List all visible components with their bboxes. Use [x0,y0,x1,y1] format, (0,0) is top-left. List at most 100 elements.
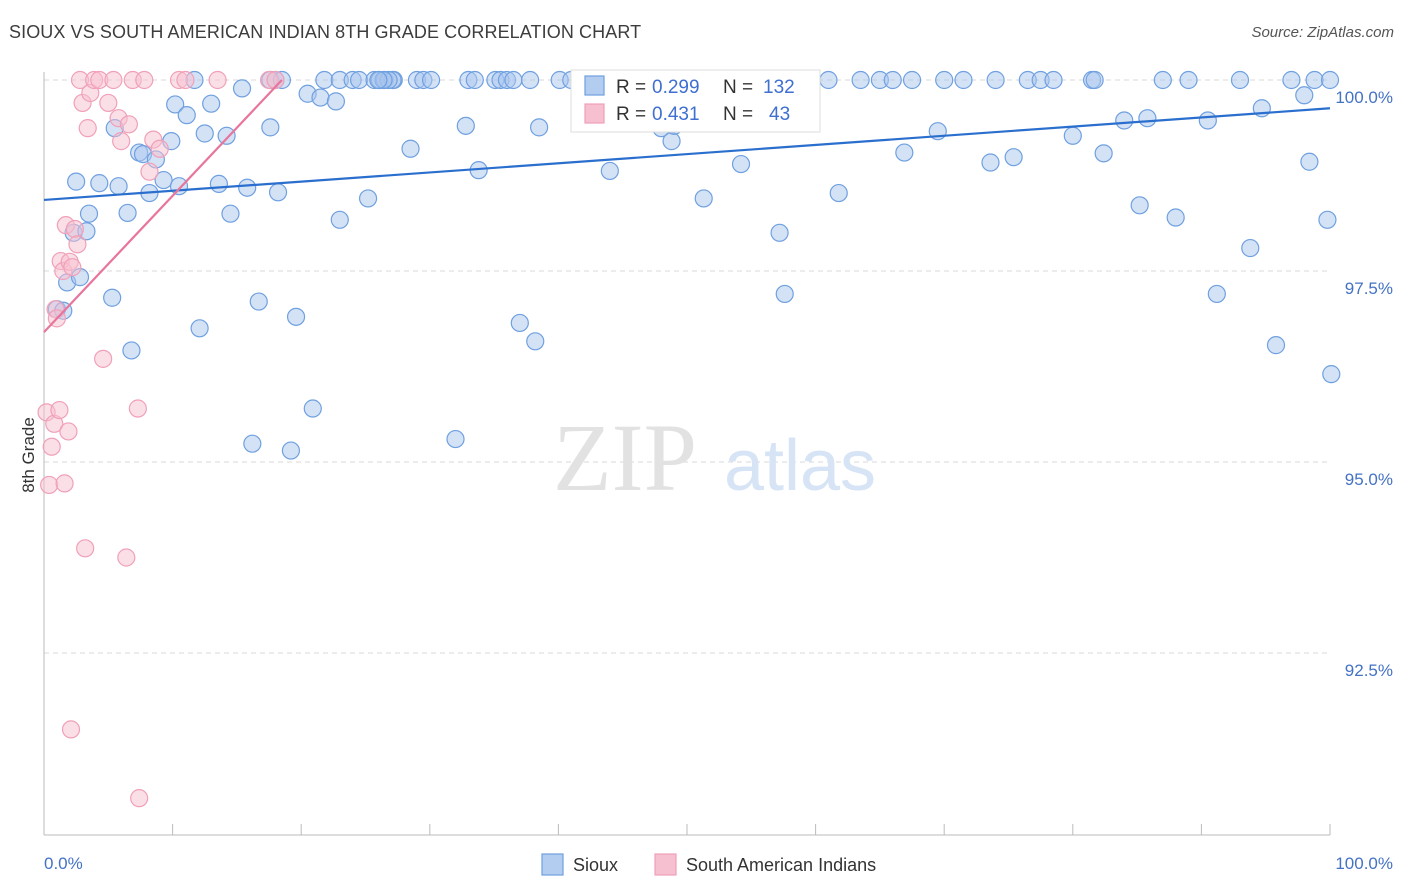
point-sioux [446,429,465,449]
x-tick-label-min: 0.0% [44,854,83,873]
point-sioux [103,288,122,307]
point-sioux [243,434,262,453]
point-sioux [662,132,681,151]
point-sioux [1153,70,1172,90]
point-sioux [268,183,288,202]
point-sioux [154,170,173,190]
point-sioux [286,307,306,326]
point-sioux [851,70,870,90]
point-south-american-indians [76,539,95,558]
point-sioux [521,70,540,90]
stats-r-label-south-american-indians: R = [616,104,646,125]
point-south-american-indians [112,132,131,151]
point-sioux [217,126,236,145]
y-tick-labels: 100.0% 97.5% 95.0% 92.5% [1335,88,1393,680]
point-sioux [883,70,902,90]
point-sioux [1320,70,1340,90]
point-south-american-indians [128,399,147,418]
point-sioux [1130,196,1149,215]
point-sioux [1138,109,1157,128]
point-sioux [202,94,221,113]
point-sioux [330,210,349,229]
stats-swatch-south-american-indians [584,103,605,124]
point-sioux [1094,144,1113,163]
point-sioux [981,153,1000,172]
watermark-zip: ZIP [553,404,697,511]
point-sioux [1044,70,1063,90]
point-sioux [1241,238,1260,258]
point-sioux [465,70,484,90]
point-sioux [775,284,794,304]
stats-n-value-sioux: 132 [763,77,795,98]
legend: Sioux South American Indians [541,853,876,876]
point-sioux [1085,70,1104,90]
point-sioux [1179,70,1198,90]
point-sioux [954,70,973,90]
point-sioux [731,154,751,174]
point-sioux [829,183,848,203]
y-tick-label: 95.0% [1345,470,1393,489]
point-south-american-indians [59,422,78,441]
point-south-american-indians [63,258,82,277]
point-sioux [326,92,346,111]
point-sioux [895,143,914,162]
legend-label-sioux[interactable]: Sioux [573,855,618,875]
point-sioux [1318,210,1337,229]
y-tick-label: 97.5% [1345,279,1393,298]
point-sioux [315,70,334,90]
point-sioux [935,70,954,90]
trend-layer [43,79,1331,333]
legend-swatch-south-american-indians[interactable] [654,853,677,876]
point-sioux [1305,70,1324,90]
point-sioux [421,70,441,90]
point-sioux [209,174,228,194]
point-sioux [526,332,545,351]
point-sioux [79,204,99,223]
grid-layer [44,79,1330,654]
y-tick-label: 100.0% [1335,88,1393,107]
point-south-american-indians [119,115,138,134]
stats-box: R = 0.299 N = 132 R = 0.431 N = 43 [570,69,821,133]
point-sioux [694,189,713,208]
legend-swatch-sioux[interactable] [541,853,564,876]
point-south-american-indians [40,475,59,495]
point-sioux [232,79,252,98]
point-south-american-indians [55,474,74,493]
point-sioux [303,399,322,418]
point-sioux [221,204,240,223]
point-sioux [90,174,109,193]
stats-r-label-sioux: R = [616,77,646,98]
point-sioux [1207,284,1226,304]
point-south-american-indians [140,162,159,181]
point-sioux [118,203,137,223]
stats-r-value-south-american-indians: 0.431 [652,104,700,125]
point-sioux [530,118,549,137]
point-sioux [169,177,189,196]
point-sioux [1322,365,1341,384]
point-south-american-indians [176,70,195,90]
point-sioux [456,116,475,135]
point-sioux [401,139,420,158]
watermark: ZIP atlas [553,404,876,511]
watermark-atlas: atlas [724,426,876,506]
trend-line-south-american-indians [43,79,283,333]
point-south-american-indians [266,70,285,90]
point-sioux [166,95,185,114]
stats-swatch-sioux [584,75,605,96]
point-south-american-indians [130,789,149,808]
point-sioux [1230,70,1250,90]
point-south-american-indians [94,349,113,368]
point-sioux [67,172,86,191]
point-sioux [1198,111,1217,130]
point-south-american-indians [99,93,118,113]
point-sioux [1295,86,1314,105]
point-sioux [770,223,789,242]
legend-label-south-american-indians[interactable]: South American Indians [686,855,876,875]
x-tick-label-max: 100.0% [1335,854,1393,873]
point-sioux [177,106,196,125]
point-sioux [1004,148,1023,167]
point-sioux [1300,152,1319,171]
point-south-american-indians [104,70,123,90]
point-sioux [195,124,214,143]
point-sioux [281,441,301,460]
